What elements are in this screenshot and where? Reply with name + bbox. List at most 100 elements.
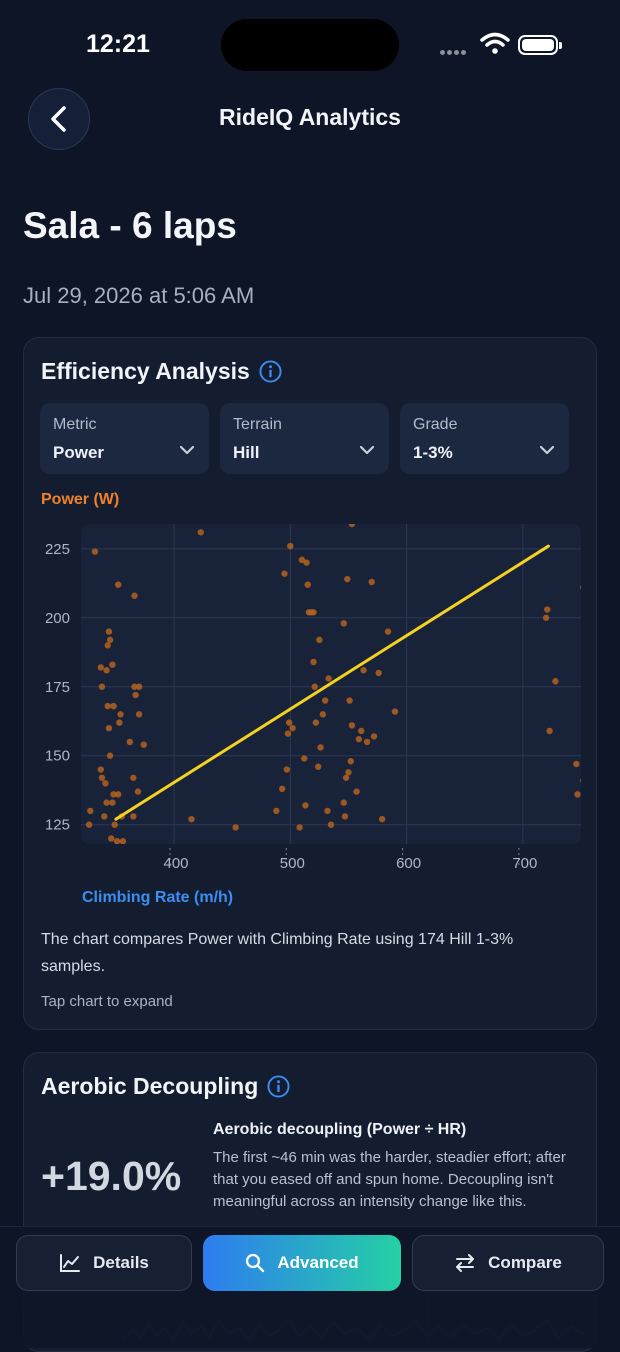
scatter-point bbox=[311, 683, 318, 690]
scatter-point bbox=[315, 763, 322, 770]
search-icon bbox=[246, 1253, 265, 1273]
y-tick-label: 150 bbox=[45, 748, 70, 765]
scatter-point bbox=[102, 780, 109, 787]
decoupling-title-text: Aerobic Decoupling bbox=[41, 1073, 259, 1099]
scatter-point bbox=[340, 799, 347, 806]
scatter-point bbox=[368, 578, 375, 586]
scatter-point bbox=[346, 697, 353, 704]
x-tick-label: 500 bbox=[280, 855, 305, 872]
scatter-point bbox=[312, 719, 320, 726]
terrain-dropdown-label: Terrain bbox=[233, 416, 282, 433]
terrain-dropdown[interactable]: Terrain Hill bbox=[220, 403, 389, 474]
scatter-point bbox=[97, 766, 104, 773]
chevron-down-icon bbox=[359, 445, 375, 455]
scatter-point bbox=[108, 835, 115, 842]
scatter-point bbox=[340, 620, 347, 627]
scatter-point bbox=[544, 606, 551, 613]
scatter-point bbox=[303, 559, 310, 566]
cellular-signal-icon bbox=[440, 42, 468, 60]
back-button[interactable] bbox=[28, 88, 90, 150]
dynamic-island bbox=[221, 19, 399, 71]
scatter-point bbox=[105, 724, 113, 732]
scatter-point bbox=[232, 824, 239, 831]
scatter-point bbox=[325, 675, 332, 682]
scatter-point bbox=[126, 738, 134, 746]
scatter-point bbox=[344, 575, 351, 583]
scatter-point bbox=[140, 741, 147, 748]
terrain-dropdown-value: Hill bbox=[233, 443, 260, 462]
swap-arrows-icon bbox=[456, 1254, 475, 1272]
scatter-point bbox=[301, 755, 308, 762]
wifi-icon bbox=[480, 32, 510, 54]
bottom-tab-bar: Details Advanced Compare bbox=[0, 1226, 620, 1348]
scatter-point bbox=[197, 529, 204, 536]
scatter-point bbox=[342, 774, 350, 781]
efficiency-analysis-title: Efficiency Analysis bbox=[41, 358, 282, 385]
metric-dropdown[interactable]: Metric Power bbox=[40, 403, 209, 474]
scatter-point bbox=[317, 744, 324, 751]
scatter-point bbox=[91, 548, 99, 555]
tab-advanced-label: Advanced bbox=[277, 1253, 359, 1272]
scatter-point bbox=[355, 735, 363, 743]
scatter-point bbox=[347, 758, 354, 765]
tab-details-label: Details bbox=[93, 1253, 149, 1272]
scatter-point bbox=[289, 724, 296, 732]
scatter-point bbox=[358, 727, 365, 735]
scatter-point bbox=[188, 815, 195, 823]
scatter-point bbox=[310, 609, 317, 616]
efficiency-scatter-chart[interactable]: 125 150 175 200 225 400 500 600 700 bbox=[24, 508, 596, 888]
scatter-point bbox=[105, 628, 113, 635]
tab-compare[interactable]: Compare bbox=[412, 1235, 604, 1291]
aerobic-decoupling-title: Aerobic Decoupling bbox=[41, 1073, 290, 1100]
status-time: 12:21 bbox=[86, 30, 150, 58]
efficiency-analysis-card[interactable]: Efficiency Analysis Metric Power Terrain… bbox=[23, 337, 597, 1030]
x-tick-label: 700 bbox=[512, 855, 537, 872]
decoupling-value: +19.0% bbox=[41, 1153, 182, 1199]
tab-details[interactable]: Details bbox=[16, 1235, 192, 1291]
info-icon[interactable] bbox=[259, 360, 282, 383]
chevron-down-icon bbox=[539, 445, 555, 455]
scatter-point bbox=[131, 683, 138, 690]
scatter-point bbox=[85, 821, 93, 828]
scatter-point bbox=[302, 802, 309, 809]
scatter-point bbox=[115, 581, 122, 588]
chevron-down-icon bbox=[179, 445, 195, 455]
y-tick-label: 125 bbox=[45, 817, 70, 834]
scatter-point bbox=[285, 719, 293, 726]
scatter-point bbox=[580, 777, 581, 784]
scatter-point bbox=[580, 584, 581, 591]
scatter-point bbox=[135, 683, 143, 690]
scatter-point bbox=[106, 636, 114, 644]
chevron-left-icon bbox=[51, 106, 66, 132]
grade-dropdown[interactable]: Grade 1-3% bbox=[400, 403, 569, 474]
scatter-point bbox=[360, 667, 367, 674]
page-title: RideIQ Analytics bbox=[219, 104, 401, 130]
scatter-point bbox=[310, 658, 317, 666]
scatter-point bbox=[87, 807, 94, 815]
x-tick-label: 600 bbox=[396, 855, 421, 872]
ride-title: Sala - 6 laps bbox=[23, 205, 237, 246]
scatter-point bbox=[327, 821, 335, 828]
scatter-point bbox=[101, 813, 108, 820]
tab-advanced[interactable]: Advanced bbox=[203, 1235, 401, 1291]
expand-hint: Tap chart to expand bbox=[41, 993, 173, 1010]
tab-compare-label: Compare bbox=[488, 1253, 562, 1272]
scatter-point bbox=[131, 592, 138, 599]
grade-dropdown-value: 1-3% bbox=[413, 443, 453, 462]
scatter-point bbox=[278, 785, 286, 793]
scatter-point bbox=[324, 807, 331, 815]
scatter-point bbox=[542, 614, 550, 621]
scatter-point bbox=[552, 678, 559, 685]
scatter-point bbox=[375, 669, 382, 677]
scatter-point bbox=[546, 727, 553, 735]
scatter-point bbox=[298, 556, 306, 564]
y-tick-label: 200 bbox=[45, 610, 70, 627]
scatter-point bbox=[296, 824, 303, 831]
scatter-point bbox=[353, 788, 360, 795]
scatter-point bbox=[384, 628, 392, 635]
scatter-point bbox=[134, 788, 142, 795]
decoupling-heading: Aerobic decoupling (Power ÷ HR) bbox=[213, 1121, 467, 1138]
scatter-point bbox=[98, 683, 106, 690]
info-icon[interactable] bbox=[267, 1075, 290, 1098]
scatter-point bbox=[109, 799, 116, 806]
